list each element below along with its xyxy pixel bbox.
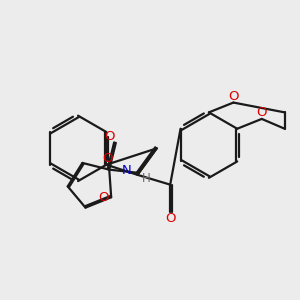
Text: O: O — [165, 212, 175, 226]
Text: O: O — [256, 106, 267, 119]
Text: O: O — [102, 152, 112, 165]
Text: O: O — [99, 191, 109, 204]
Text: O: O — [228, 89, 239, 103]
Text: O: O — [105, 130, 115, 143]
Text: N: N — [122, 164, 131, 177]
Text: H: H — [142, 172, 150, 185]
